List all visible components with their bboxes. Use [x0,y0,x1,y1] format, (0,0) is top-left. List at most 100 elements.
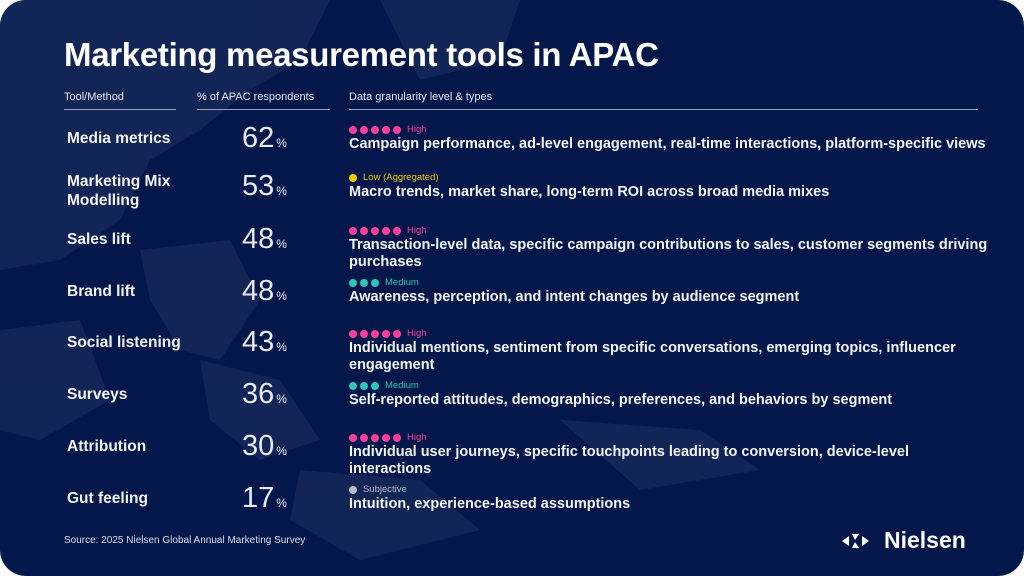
granularity-dot [349,226,357,235]
data-types: Transaction-level data, specific campaig… [349,237,988,270]
granularity-label: High [407,225,427,236]
percent-value: 36% [242,378,287,411]
logo-text: Nielsen [884,527,966,553]
percent-value: 30% [242,430,287,463]
granularity-level: High [349,225,427,236]
header-granularity: Data granularity level & types [349,91,493,103]
percent-number: 48 [242,223,275,255]
percent-unit: % [276,136,287,150]
tool-name: Marketing Mix Modelling [67,173,171,209]
table-row: Marketing Mix Modelling 53% Low (Aggrega… [0,170,1024,224]
granularity-dot [360,226,368,235]
table-row: Media metrics 62% High Campaign performa… [0,122,1024,176]
granularity-dot [349,278,357,287]
data-types: Macro trends, market share, long-term RO… [349,184,830,200]
percent-unit: % [276,392,287,406]
data-types: Individual user journeys, specific touch… [349,444,909,477]
granularity-level: Medium [349,277,419,288]
table-row: Social listening 43% High Individual men… [0,326,1024,380]
granularity-dot [393,433,401,442]
data-types: Campaign performance, ad-level engagemen… [349,136,986,152]
percent-unit: % [276,237,287,251]
granularity-level: Low (Aggregated) [349,172,439,183]
granularity-dot [382,226,390,235]
table-row: Surveys 36% Medium Self-reported attitud… [0,378,1024,432]
percent-number: 53 [242,170,275,202]
data-types: Awareness, perception, and intent change… [349,289,800,305]
tool-name: Brand lift [67,283,136,300]
tool-name: Social listening [67,334,181,351]
percent-number: 43 [242,326,275,358]
granularity-dot [349,173,357,182]
granularity-label: Medium [385,277,419,288]
granularity-label: High [407,432,427,443]
granularity-dot [382,329,390,338]
granularity-label: Subjective [363,484,407,495]
data-types: Intuition, experience-based assumptions [349,496,631,512]
percent-unit: % [276,184,287,198]
granularity-dot [349,125,357,134]
nielsen-logo: Nielsen [842,527,966,554]
granularity-dot [371,125,379,134]
granularity-dot [349,433,357,442]
table-row: Brand lift 48% Medium Awareness, percept… [0,275,1024,329]
table-row: Gut feeling 17% Subjective Intuition, ex… [0,482,1024,536]
percent-unit: % [276,289,287,303]
table-row: Attribution 30% High Individual user jou… [0,430,1024,484]
header-pct: % of APAC respondents [197,91,315,103]
granularity-dot [393,226,401,235]
percent-value: 62% [242,122,287,155]
granularity-level: Subjective [349,484,407,495]
granularity-dot [371,433,379,442]
granularity-dot [393,125,401,134]
page-title: Marketing measurement tools in APAC [64,36,659,73]
tool-name: Media metrics [67,130,171,147]
granularity-level: High [349,432,427,443]
data-types: Self-reported attitudes, demographics, p… [349,392,893,408]
percent-unit: % [276,496,287,510]
percent-number: 36 [242,378,275,410]
table-row: Sales lift 48% High Transaction-level da… [0,223,1024,277]
percent-value: 48% [242,223,287,256]
granularity-dot [360,125,368,134]
tool-name: Gut feeling [67,490,148,507]
divider [197,109,330,110]
granularity-level: High [349,328,427,339]
granularity-dot [382,125,390,134]
percent-value: 17% [242,482,287,515]
granularity-label: Low (Aggregated) [363,172,439,183]
granularity-dot [382,433,390,442]
granularity-dot [349,381,357,390]
percent-number: 62 [242,122,275,154]
granularity-dot [393,329,401,338]
granularity-level: High [349,124,427,135]
granularity-level: Medium [349,380,419,391]
percent-value: 43% [242,326,287,359]
percent-value: 48% [242,275,287,308]
nielsen-logo-icon [842,533,869,548]
granularity-dot [371,329,379,338]
granularity-dot [360,278,368,287]
granularity-dot [349,329,357,338]
percent-unit: % [276,444,287,458]
granularity-dot [371,278,379,287]
percent-unit: % [276,340,287,354]
granularity-dot [371,226,379,235]
granularity-label: Medium [385,380,419,391]
percent-value: 53% [242,170,287,203]
granularity-dot [349,485,357,494]
granularity-dot [360,381,368,390]
percent-number: 17 [242,482,275,514]
percent-number: 30 [242,430,275,462]
data-types: Individual mentions, sentiment from spec… [349,340,956,373]
tool-name: Attribution [67,438,147,455]
divider [64,109,176,110]
granularity-dot [360,329,368,338]
tool-name: Sales lift [67,231,131,248]
tool-name: Surveys [67,386,128,403]
granularity-dot [371,381,379,390]
header-tool: Tool/Method [64,91,124,103]
granularity-label: High [407,328,427,339]
